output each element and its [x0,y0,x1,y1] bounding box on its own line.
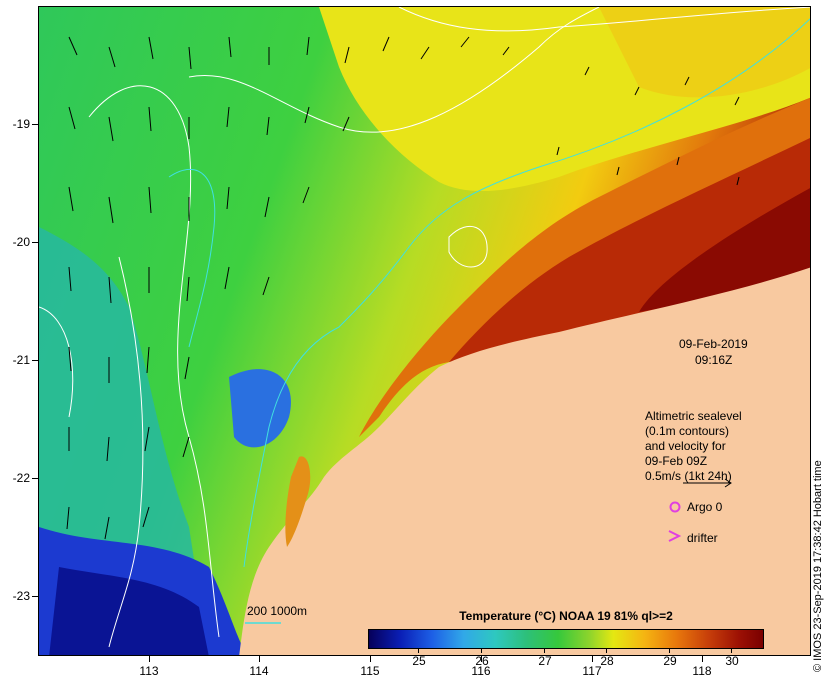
y-tick [32,124,38,125]
colorbar [368,629,764,649]
colorbar-label: 30 [725,654,739,668]
colorbar-title: Temperature (°C) NOAA 19 81% ql>=2 [459,609,673,623]
colorbar-label: 26 [475,654,489,668]
colorbar-tick [481,648,482,653]
x-tick [481,656,482,662]
x-tick-label: 117 [582,664,602,678]
y-tick-label: -23 [12,589,30,603]
colorbar-label: 27 [538,654,552,668]
legend-line-2: (0.1m contours) [645,424,730,438]
x-tick [592,656,593,662]
x-tick [259,656,260,662]
y-tick [32,360,38,361]
sst-map: 09-Feb-2019 09:16Z Altimetric sealevel (… [38,6,811,656]
x-tick [702,656,703,662]
argo-label: Argo 0 [687,500,723,514]
isobath-label: 200 1000m [247,604,308,618]
y-tick-label: -19 [12,117,30,131]
date-label: 09-Feb-2019 [679,337,748,351]
x-tick [149,656,150,662]
colorbar-tick [606,648,607,653]
y-tick [32,596,38,597]
time-label: 09:16Z [695,353,733,367]
credit-text: © IMOS 23-Sep-2019 17:38:42 Hobart time [812,460,824,672]
colorbar-tick [544,648,545,653]
colorbar-tick [731,648,732,653]
colorbar-tick [418,648,419,653]
legend-line-4: 09-Feb 09Z [645,454,708,468]
x-tick-label: 113 [139,664,159,678]
y-tick-label: -20 [12,235,30,249]
drifter-label: drifter [687,531,718,545]
colorbar-tick [669,648,670,653]
x-tick-label: 116 [471,664,491,678]
legend-line-1: Altimetric sealevel [645,409,742,423]
y-tick [32,478,38,479]
y-tick [32,242,38,243]
y-tick-label: -22 [12,471,30,485]
x-tick-label: 118 [692,664,712,678]
sst-map-canvas [39,7,810,655]
colorbar-label: 28 [600,654,614,668]
x-tick-label: 115 [360,664,380,678]
legend-line-5: 0.5m/s (1kt 24h) [645,469,732,483]
colorbar-label: 29 [663,654,677,668]
x-tick-label: 114 [249,664,269,678]
x-tick [370,656,371,662]
y-tick-label: -21 [12,353,30,367]
legend-line-3: and velocity for [645,439,726,453]
colorbar-label: 25 [412,654,426,668]
